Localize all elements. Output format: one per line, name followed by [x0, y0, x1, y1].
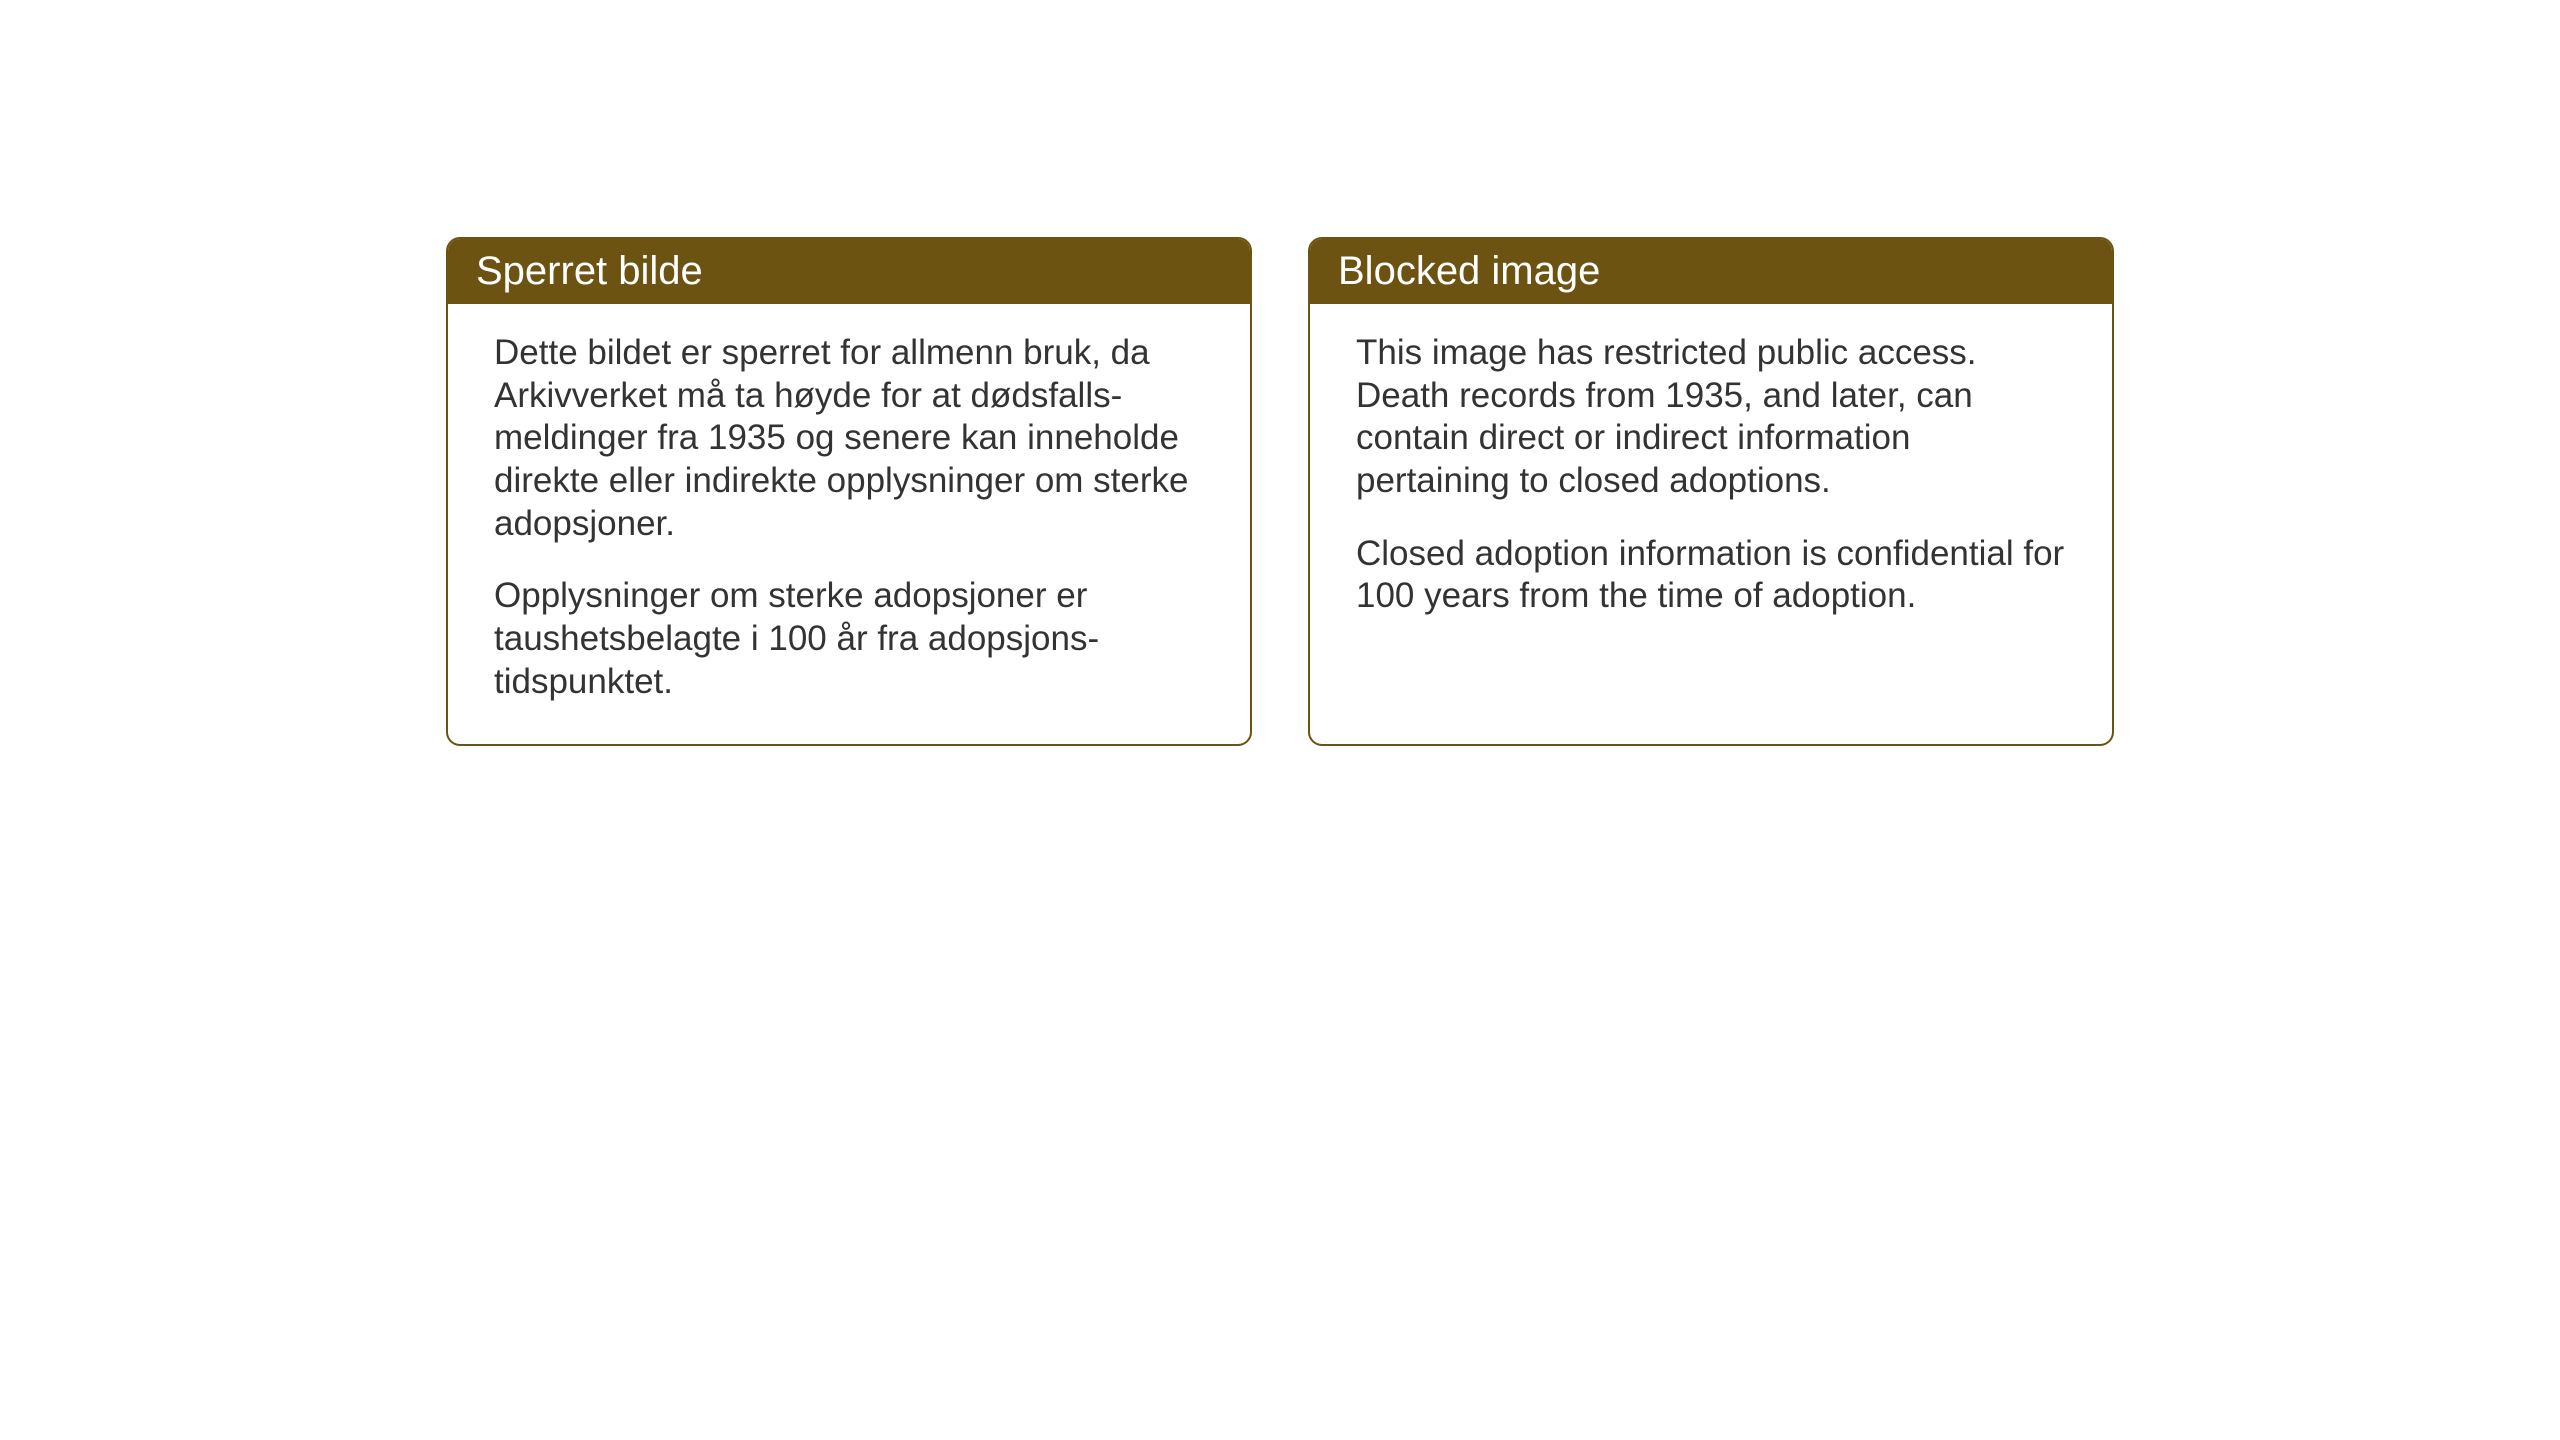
card-paragraph-2-norwegian: Opplysninger om sterke adopsjoner er tau… — [494, 575, 1204, 703]
card-paragraph-2-english: Closed adoption information is confident… — [1356, 533, 2066, 618]
card-body-english: This image has restricted public access.… — [1310, 304, 2112, 658]
card-paragraph-1-norwegian: Dette bildet er sperret for allmenn bruk… — [494, 332, 1204, 545]
card-norwegian: Sperret bilde Dette bildet er sperret fo… — [446, 237, 1252, 746]
card-header-english: Blocked image — [1310, 239, 2112, 304]
cards-container: Sperret bilde Dette bildet er sperret fo… — [446, 237, 2114, 746]
card-title-norwegian: Sperret bilde — [476, 249, 703, 293]
card-title-english: Blocked image — [1338, 249, 1600, 293]
card-english: Blocked image This image has restricted … — [1308, 237, 2114, 746]
card-body-norwegian: Dette bildet er sperret for allmenn bruk… — [448, 304, 1250, 744]
card-header-norwegian: Sperret bilde — [448, 239, 1250, 304]
card-paragraph-1-english: This image has restricted public access.… — [1356, 332, 2066, 503]
